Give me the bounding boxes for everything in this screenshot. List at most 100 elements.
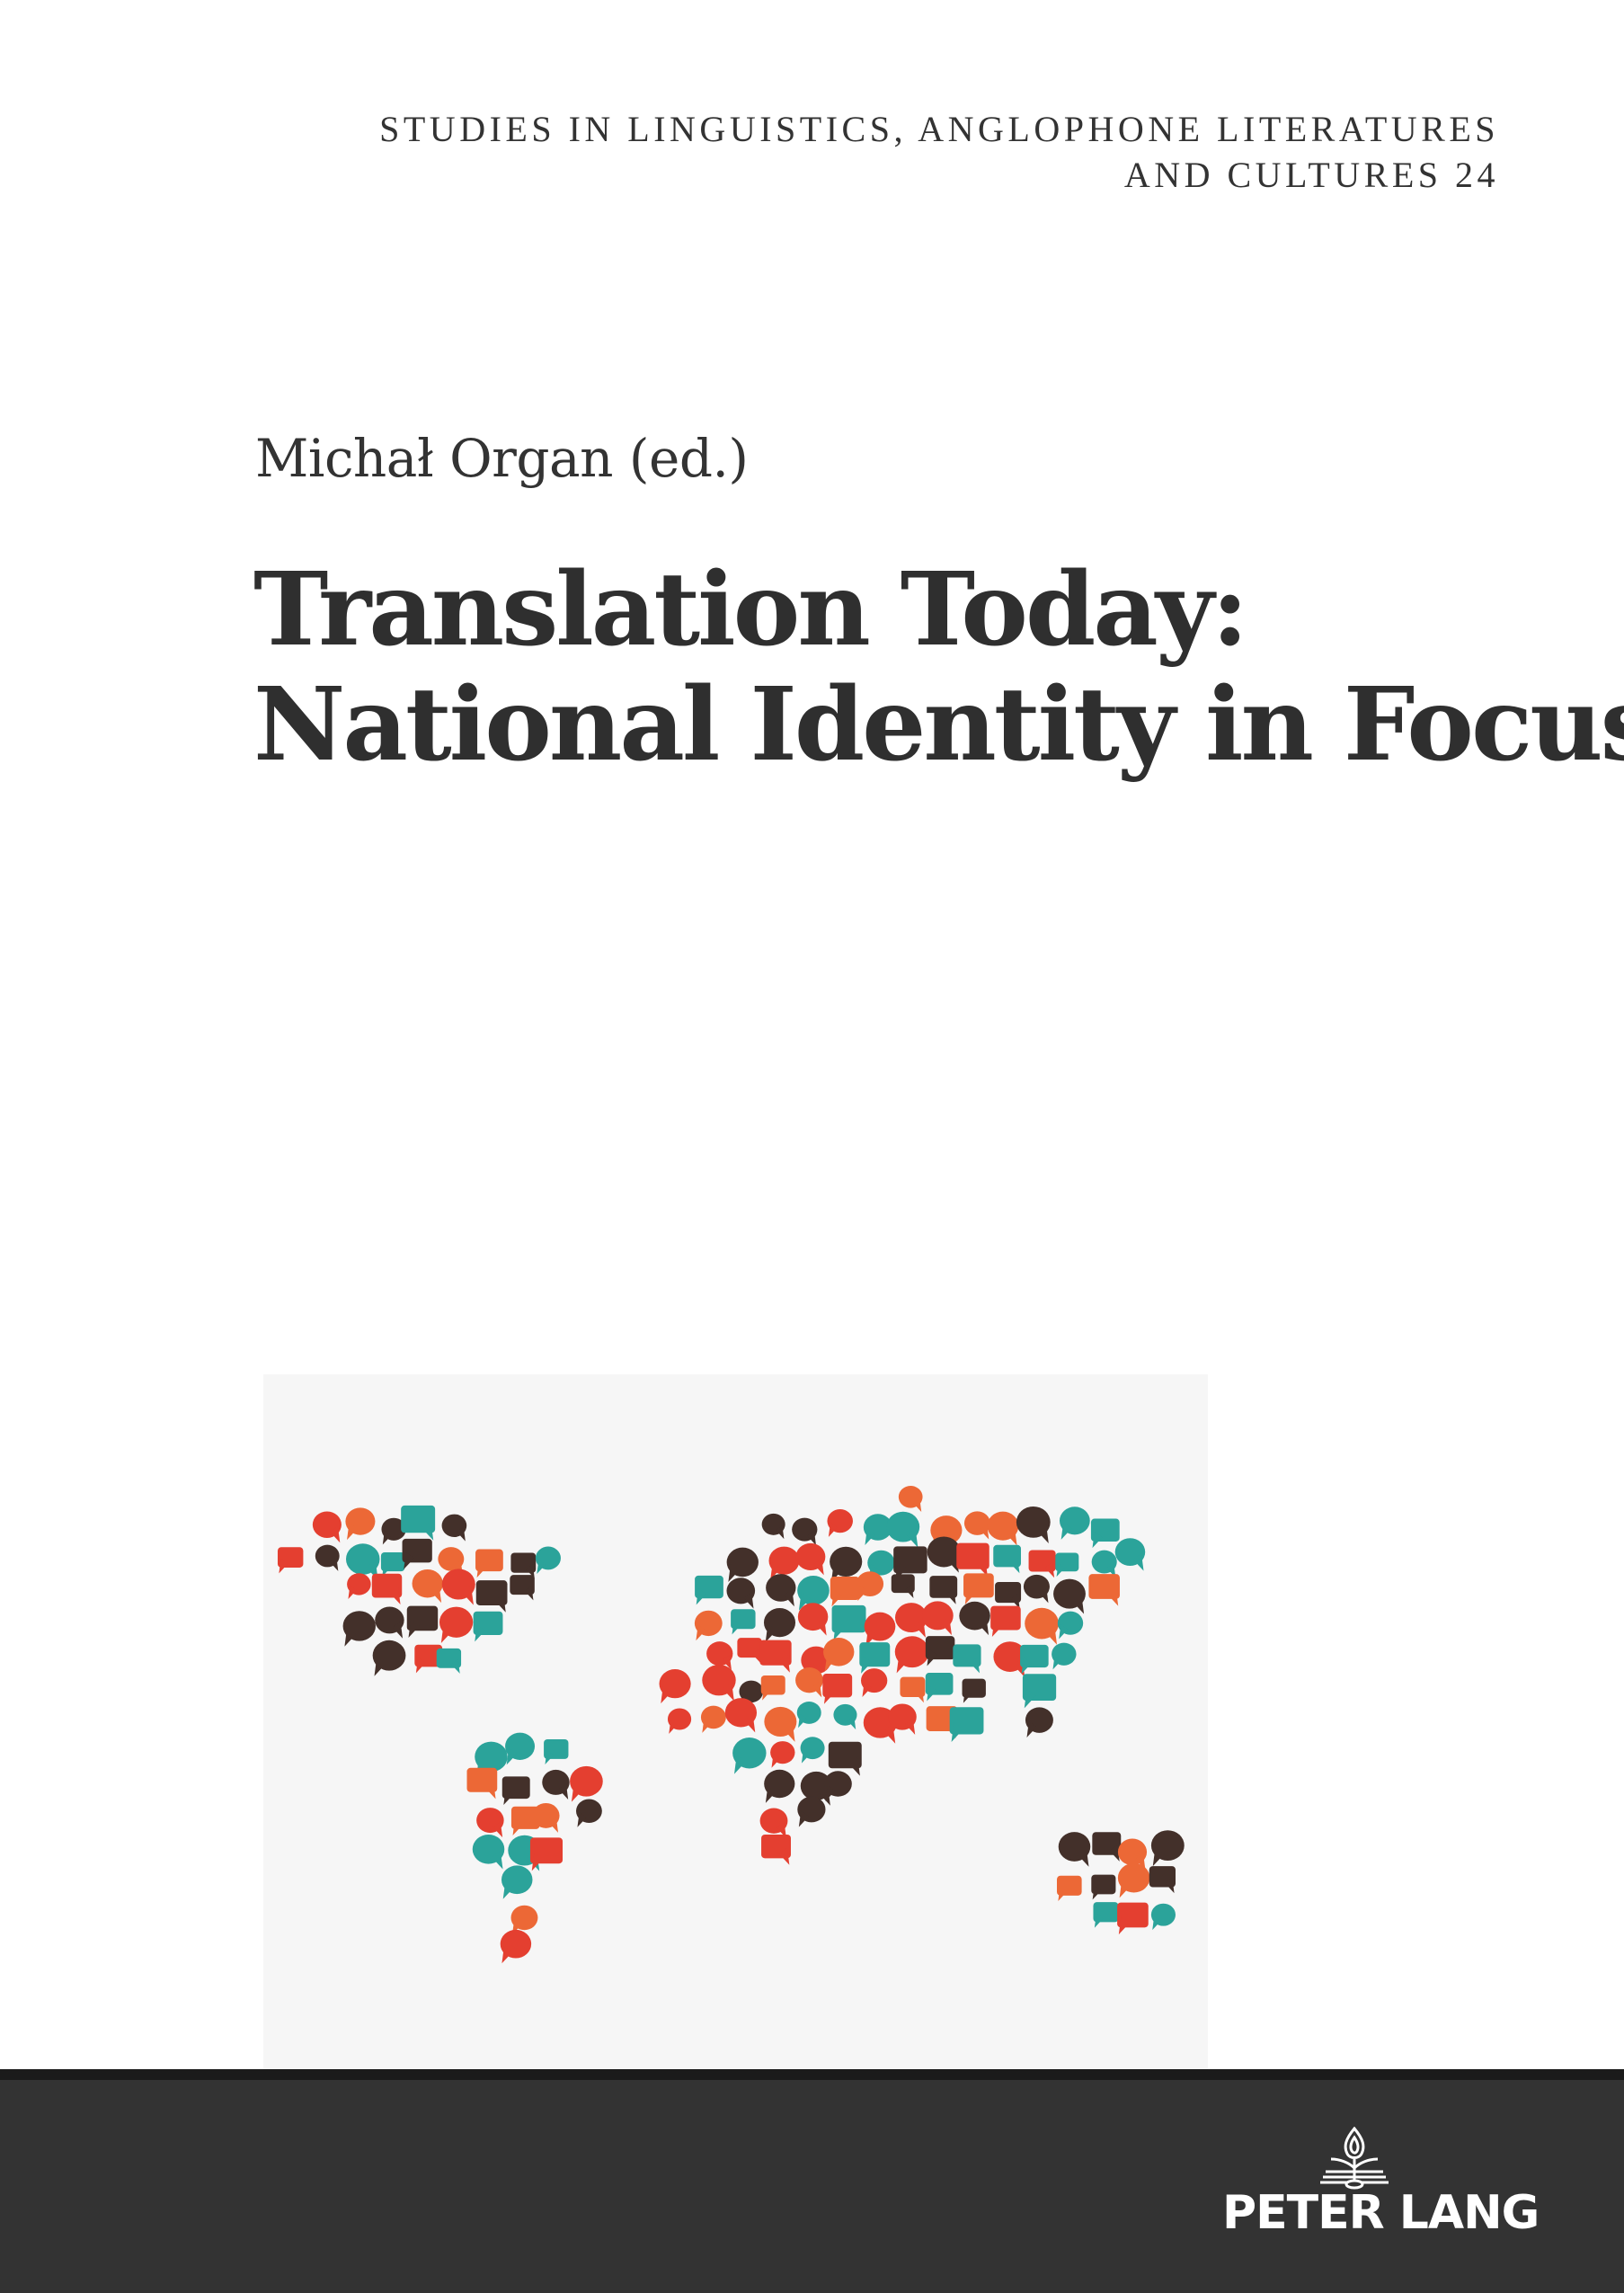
speech-bubble — [476, 1808, 504, 1838]
speech-bubble — [929, 1576, 958, 1604]
speech-bubble — [764, 1706, 797, 1742]
speech-bubble — [401, 1505, 436, 1541]
speech-bubble — [315, 1544, 340, 1571]
speech-bubble — [764, 1769, 795, 1803]
speech-bubble — [796, 1702, 821, 1729]
speech-bubble — [949, 1707, 984, 1742]
speech-bubble — [860, 1668, 888, 1697]
speech-bubble — [1150, 1903, 1176, 1931]
speech-bubble — [1057, 1611, 1084, 1640]
speech-bubble — [510, 1806, 540, 1835]
world-map-illustration — [263, 1374, 1208, 2069]
speech-bubble — [667, 1708, 692, 1734]
speech-bubble — [995, 1581, 1022, 1609]
speech-bubble — [1059, 1506, 1090, 1540]
speech-bubble — [342, 1611, 376, 1647]
speech-bubble — [894, 1636, 929, 1674]
speech-bubble — [1053, 1578, 1086, 1614]
speech-bubble — [726, 1578, 756, 1609]
speech-bubble — [535, 1546, 561, 1574]
speech-bubble — [380, 1551, 405, 1578]
speech-bubble — [797, 1576, 830, 1611]
speech-bubble — [833, 1703, 857, 1730]
speech-bubble — [475, 1580, 508, 1613]
series-line-2: AND CULTURES 24 — [1123, 155, 1499, 195]
speech-bubble — [702, 1664, 736, 1702]
speech-bubble — [542, 1769, 570, 1800]
speech-bubble — [759, 1640, 792, 1673]
speech-bubble — [1025, 1607, 1059, 1645]
speech-bubble — [1093, 1902, 1119, 1928]
speech-bubble — [501, 1865, 533, 1899]
speech-bubble — [927, 1536, 961, 1573]
speech-bubble — [953, 1644, 981, 1674]
speech-bubble — [724, 1698, 758, 1733]
speech-bubble — [659, 1668, 691, 1704]
speech-bubble — [1090, 1518, 1120, 1549]
title-line-1: Translation Today: — [253, 551, 1248, 669]
speech-bubble — [510, 1552, 537, 1579]
speech-bubble — [375, 1606, 404, 1639]
speech-bubble — [532, 1803, 560, 1833]
speech-bubble — [886, 1511, 920, 1548]
speech-bubble — [831, 1604, 866, 1640]
speech-bubble — [700, 1705, 726, 1733]
speech-bubble — [576, 1799, 602, 1827]
speech-bubble — [864, 1612, 896, 1647]
speech-bubble — [797, 1796, 826, 1827]
speech-bubble — [402, 1538, 432, 1569]
speech-bubble — [828, 1741, 862, 1776]
speech-bubble — [900, 1676, 926, 1703]
speech-bubble — [963, 1511, 990, 1540]
speech-bubble — [987, 1511, 1019, 1546]
speech-bubble — [1091, 1550, 1117, 1578]
speech-bubble — [891, 1574, 915, 1598]
speech-bubble — [823, 1771, 852, 1801]
speech-bubble — [822, 1674, 853, 1704]
speech-bubble — [695, 1575, 723, 1605]
series-line-1: STUDIES IN LINGUISTICS, ANGLOPHONE LITER… — [379, 109, 1499, 149]
speech-bubble — [1058, 1832, 1091, 1867]
speech-bubble — [706, 1641, 733, 1670]
speech-bubble — [694, 1610, 723, 1641]
speech-bubble — [761, 1834, 791, 1865]
speech-bubble — [823, 1638, 855, 1672]
speech-bubble — [371, 1573, 403, 1605]
speech-bubble — [1088, 1574, 1120, 1606]
speech-bubble — [768, 1546, 800, 1580]
speech-bubble — [1117, 1902, 1149, 1935]
speech-bubble — [726, 1547, 759, 1583]
speech-bubble — [795, 1542, 826, 1576]
speech-bubble — [510, 1575, 535, 1601]
speech-bubble — [381, 1517, 406, 1545]
speech-bubble — [472, 1834, 505, 1870]
speech-bubble — [800, 1737, 825, 1764]
speech-bubble — [963, 1573, 994, 1604]
speech-bubble — [737, 1638, 762, 1664]
speech-bubble — [277, 1547, 304, 1574]
speech-bubble — [921, 1601, 954, 1636]
speech-bubble — [345, 1507, 376, 1541]
speech-bubble — [505, 1732, 536, 1765]
speech-bubble — [1023, 1574, 1050, 1604]
speech-bubble — [1114, 1538, 1146, 1571]
speech-bubble — [827, 1509, 853, 1537]
speech-bubble — [475, 1549, 503, 1578]
speech-bubble — [1025, 1707, 1053, 1738]
speech-bubble — [993, 1544, 1021, 1574]
speech-bubble — [761, 1513, 785, 1540]
speech-bubble — [1117, 1862, 1150, 1898]
speech-bubble — [529, 1837, 564, 1871]
speech-bubble — [888, 1703, 917, 1735]
speech-bubble — [792, 1517, 818, 1546]
speech-bubble — [466, 1767, 498, 1800]
speech-bubble — [797, 1603, 829, 1636]
speech-bubble — [859, 1642, 891, 1674]
publisher-name: PETER LANG — [1222, 2186, 1540, 2240]
speech-bubble — [1150, 1830, 1185, 1867]
speech-bubble — [501, 1776, 530, 1806]
speech-bubble-map — [277, 1486, 1185, 1964]
speech-bubble — [770, 1741, 795, 1768]
speech-bubble — [372, 1640, 406, 1676]
speech-bubble — [959, 1601, 990, 1636]
